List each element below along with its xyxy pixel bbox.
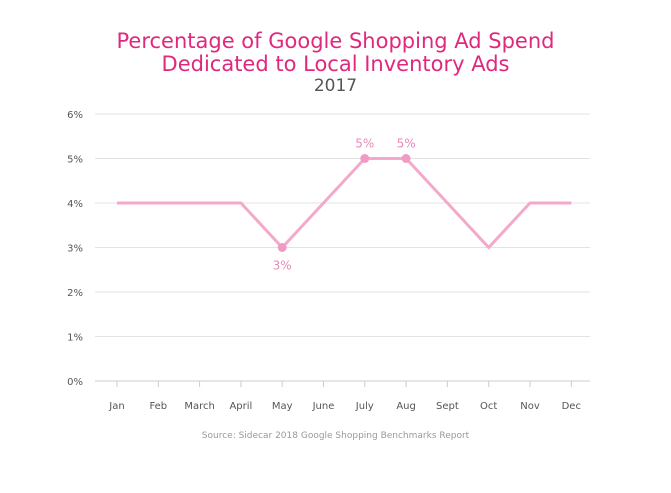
data-point (401, 154, 411, 163)
chart-title-line-1: Percentage of Google Shopping Ad Spend (116, 29, 555, 53)
y-tick-label: 2% (67, 288, 83, 299)
data-label: 5% (355, 137, 374, 151)
y-tick-label: 1% (67, 333, 83, 344)
data-point (277, 243, 287, 252)
y-tick-label: 4% (67, 199, 83, 210)
x-tick-label: Aug (396, 401, 416, 412)
data-point (360, 154, 370, 163)
x-tick-label: July (355, 401, 374, 412)
x-tick-label: Nov (520, 401, 540, 412)
x-tick-label: May (272, 401, 293, 412)
data-label: 3% (273, 259, 292, 273)
series-line (117, 157, 572, 250)
x-tick-label: April (229, 401, 252, 412)
y-tick-label: 6% (67, 110, 83, 121)
y-tick-label: 0% (67, 377, 83, 388)
y-tick-label: 3% (67, 244, 83, 255)
x-tick-label: March (184, 401, 214, 412)
chart-source: Source: Sidecar 2018 Google Shopping Ben… (201, 431, 470, 441)
x-tick-label: Feb (149, 401, 167, 412)
x-tick-label: Jan (108, 401, 124, 412)
data-label: 5% (397, 137, 416, 151)
y-tick-label: 5% (67, 155, 83, 166)
chart-title: Percentage of Google Shopping Ad Spend D… (0, 30, 671, 76)
x-tick-label: June (312, 401, 335, 412)
x-tick-label: Sept (436, 401, 459, 412)
chart-subtitle: 2017 (313, 76, 358, 96)
x-tick-label: Oct (480, 401, 497, 412)
x-tick-label: Dec (562, 401, 581, 412)
chart-title-line-2: Dedicated to Local Inventory Ads (161, 52, 510, 76)
